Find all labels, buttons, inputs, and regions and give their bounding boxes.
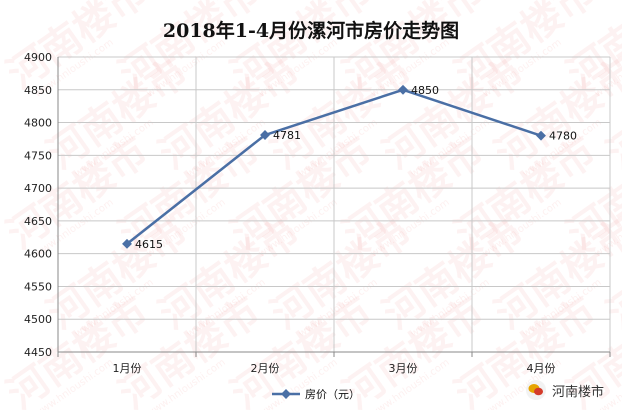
y-tick-label: 4500	[24, 313, 52, 326]
data-point	[122, 238, 132, 249]
x-tick-label: 3月份	[389, 362, 418, 375]
y-tick-label: 4550	[24, 280, 52, 293]
series-line	[126, 88, 542, 245]
y-tick-label: 4600	[24, 248, 52, 261]
x-tick-label: 1月份	[113, 362, 142, 375]
data-point	[536, 130, 546, 141]
brand-label: 河南楼市	[551, 384, 604, 400]
legend-marker	[281, 389, 291, 399]
y-tick-label: 4700	[24, 182, 52, 195]
y-tick-label: 4750	[24, 149, 52, 162]
brand-badge: 河南楼市	[525, 380, 604, 400]
x-tick-label: 2月份	[251, 362, 280, 375]
data-point	[260, 130, 270, 140]
chart-title: 2018年1-4月份漯河市房价走势图	[163, 19, 459, 42]
series-layer: 4615 4781 4850 4780	[122, 84, 577, 251]
y-tick-label: 4850	[24, 84, 52, 97]
data-label: 4781	[273, 129, 301, 142]
x-tick-label: 4月份	[527, 362, 556, 375]
axes: 4450 4500 4550 4600 4650 4700 4750 4800 4850 4900…	[24, 51, 611, 375]
legend-label: 房价（元）	[305, 388, 360, 401]
data-label: 4780	[549, 130, 577, 143]
legend: 房价（元）	[272, 388, 360, 401]
data-label: 4850	[411, 84, 439, 97]
y-tick-label: 4800	[24, 117, 52, 130]
y-tick-label: 4450	[24, 346, 52, 359]
y-tick-label: 4650	[24, 215, 52, 228]
wechat-logo-icon	[525, 380, 546, 400]
data-label: 4615	[135, 238, 163, 251]
y-tick-label: 4900	[24, 51, 52, 64]
